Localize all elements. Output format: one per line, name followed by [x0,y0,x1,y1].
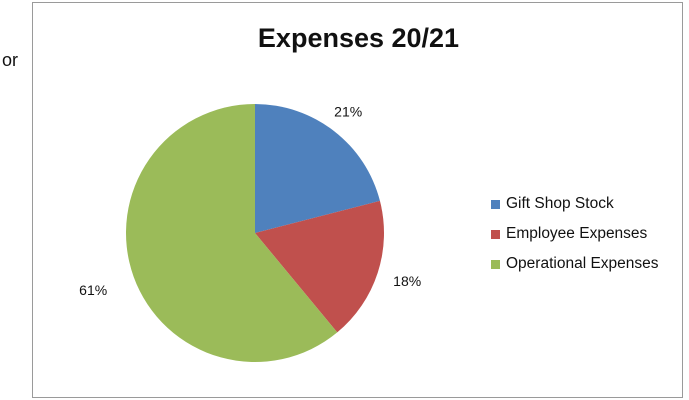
legend-item-employee-expenses: Employee Expenses [491,219,659,249]
legend-item-gift-shop-stock: Gift Shop Stock [491,189,659,219]
legend-label-operational-expenses: Operational Expenses [506,255,659,272]
chart-legend: Gift Shop Stock Employee Expenses Operat… [491,189,659,279]
pie-slice-employee-expenses [255,200,384,333]
data-label-operational-expenses: 61% [79,282,107,298]
pie-slice-gift-shop-stock [255,104,380,233]
page-text-fragment: or [2,50,19,70]
legend-label-employee-expenses: Employee Expenses [506,225,648,242]
legend-label-gift-shop-stock: Gift Shop Stock [506,195,614,212]
data-label-employee-expenses: 18% [393,273,421,289]
chart-frame: 21% 18% 61% Expenses 20/21 Gift Shop Stock… [32,2,683,398]
pie-chart: 21% 18% 61% [79,104,421,362]
data-label-gift-shop-stock: 21% [334,104,362,120]
legend-swatch-operational-expenses [491,259,500,269]
pie-slice-operational-expenses [125,104,338,362]
legend-item-operational-expenses: Operational Expenses [491,249,659,279]
legend-swatch-gift-shop-stock [491,199,500,209]
legend-swatch-employee-expenses [491,229,500,239]
chart-title: Expenses 20/21 [257,23,460,53]
